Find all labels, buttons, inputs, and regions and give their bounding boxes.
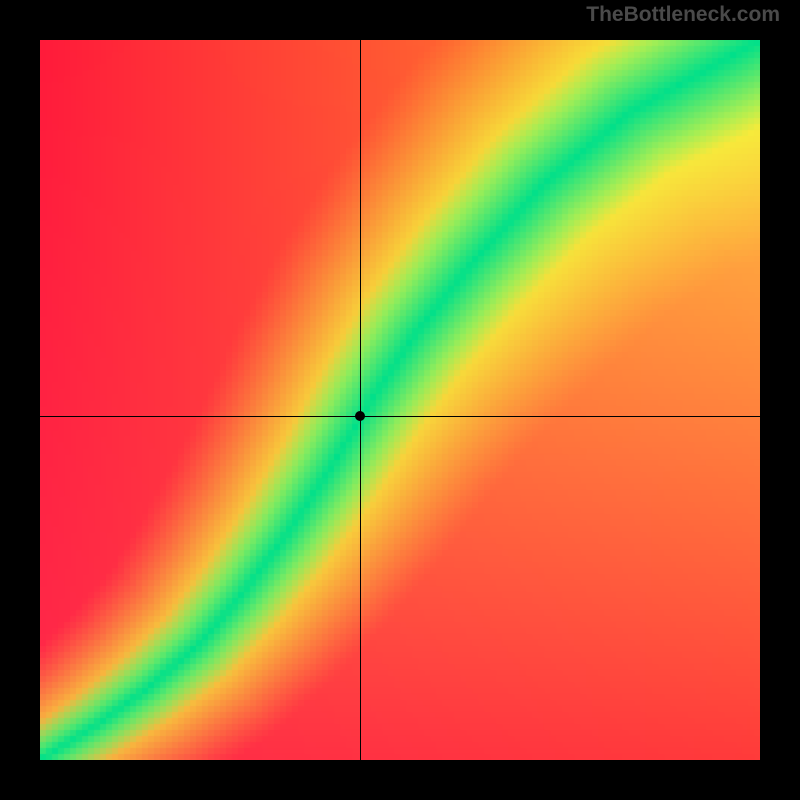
heatmap-canvas	[40, 40, 760, 760]
crosshair-vertical	[360, 40, 361, 760]
chart-container: TheBottleneck.com	[0, 0, 800, 800]
crosshair-horizontal	[40, 416, 760, 417]
watermark-text: TheBottleneck.com	[586, 3, 780, 27]
crosshair-marker	[355, 411, 365, 421]
plot-area	[40, 40, 760, 760]
